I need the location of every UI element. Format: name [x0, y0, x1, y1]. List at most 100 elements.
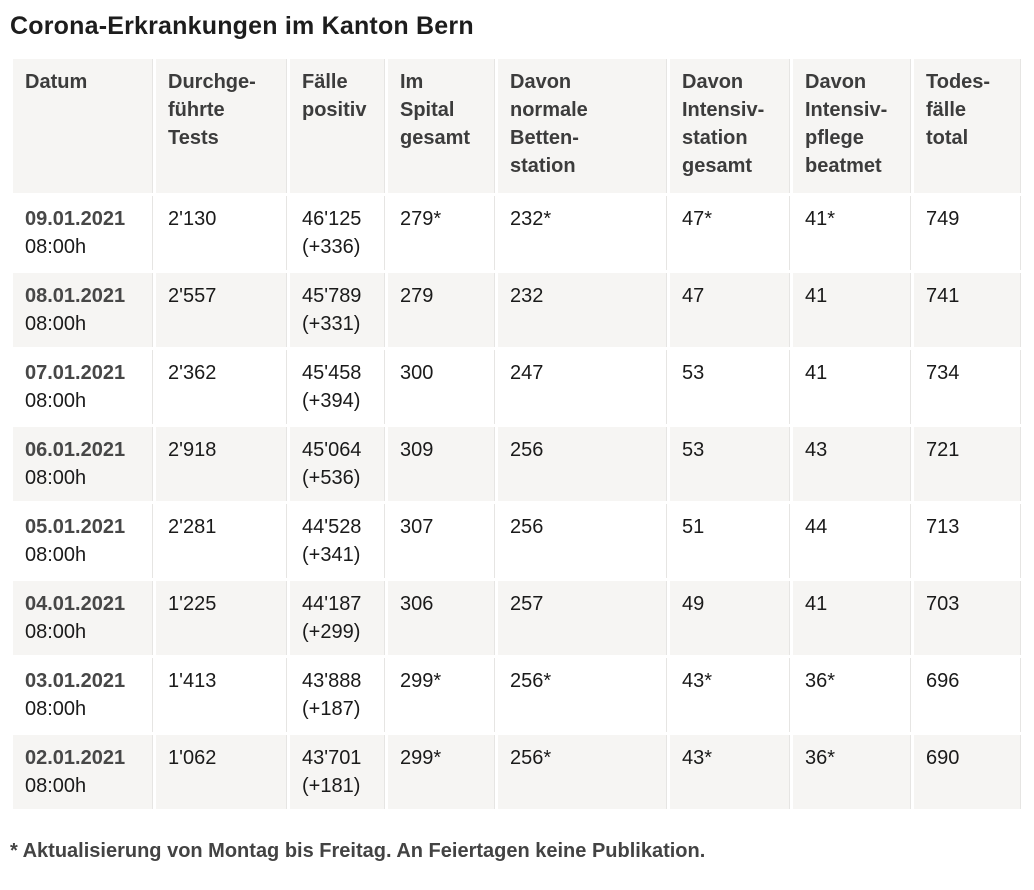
cell-normal-ward: 256* — [498, 658, 667, 732]
cell-normal-ward: 247 — [498, 350, 667, 424]
col-header-tests: Durchge- führte Tests — [156, 59, 287, 193]
cell-cases: 45'789 (+331) — [290, 273, 385, 347]
cell-tests: 2'281 — [156, 504, 287, 578]
col-header-faelle-positiv: Fälle positiv — [290, 59, 385, 193]
cell-icu: 51 — [670, 504, 790, 578]
table-row: 05.01.2021 08:00h 2'281 44'528 (+341) 307… — [13, 504, 1021, 578]
cell-deaths: 721 — [914, 427, 1021, 501]
time-label: 08:00h — [25, 621, 87, 643]
cell-tests: 2'130 — [156, 196, 287, 270]
table-row: 03.01.2021 08:00h 1'413 43'888 (+187) 299… — [13, 658, 1021, 732]
cell-ventilated: 43 — [793, 427, 911, 501]
cell-deaths: 741 — [914, 273, 1021, 347]
cell-ventilated: 41 — [793, 273, 911, 347]
table-row: 02.01.2021 08:00h 1'062 43'701 (+181) 299… — [13, 735, 1021, 809]
cell-deaths: 703 — [914, 581, 1021, 655]
cell-cases: 46'125 (+336) — [290, 196, 385, 270]
page-title: Corona-Erkrankungen im Kanton Bern — [10, 12, 474, 40]
cell-icu: 49 — [670, 581, 790, 655]
cell-icu: 47* — [670, 196, 790, 270]
date-label: 09.01.2021 — [25, 208, 126, 230]
date-label: 06.01.2021 — [25, 439, 126, 461]
cell-icu: 43* — [670, 735, 790, 809]
time-label: 08:00h — [25, 775, 87, 797]
cell-icu: 43* — [670, 658, 790, 732]
date-label: 07.01.2021 — [25, 362, 126, 384]
cell-tests: 2'557 — [156, 273, 287, 347]
cell-datum: 06.01.2021 08:00h — [13, 427, 153, 501]
table-row: 07.01.2021 08:00h 2'362 45'458 (+394) 300… — [13, 350, 1021, 424]
cell-tests: 2'362 — [156, 350, 287, 424]
cell-normal-ward: 232* — [498, 196, 667, 270]
time-label: 08:00h — [25, 544, 87, 566]
cell-tests: 1'062 — [156, 735, 287, 809]
table-row: 06.01.2021 08:00h 2'918 45'064 (+536) 309… — [13, 427, 1021, 501]
table-row: 09.01.2021 08:00h 2'130 46'125 (+336) 279… — [13, 196, 1021, 270]
covid-stats-table: Datum Durchge- führte Tests Fälle positi… — [10, 56, 1024, 812]
cell-ventilated: 36* — [793, 735, 911, 809]
cell-cases: 44'187 (+299) — [290, 581, 385, 655]
cell-hospital: 299* — [388, 735, 495, 809]
cell-datum: 04.01.2021 08:00h — [13, 581, 153, 655]
cell-normal-ward: 256 — [498, 427, 667, 501]
time-label: 08:00h — [25, 467, 87, 489]
col-header-intensivstation: Davon Intensiv- station gesamt — [670, 59, 790, 193]
cell-deaths: 749 — [914, 196, 1021, 270]
cell-icu: 53 — [670, 350, 790, 424]
cell-datum: 07.01.2021 08:00h — [13, 350, 153, 424]
cell-deaths: 713 — [914, 504, 1021, 578]
cell-cases: 44'528 (+341) — [290, 504, 385, 578]
table-row: 04.01.2021 08:00h 1'225 44'187 (+299) 306… — [13, 581, 1021, 655]
date-label: 02.01.2021 — [25, 747, 126, 769]
date-label: 05.01.2021 — [25, 516, 126, 538]
cell-ventilated: 44 — [793, 504, 911, 578]
cell-datum: 05.01.2021 08:00h — [13, 504, 153, 578]
cell-datum: 09.01.2021 08:00h — [13, 196, 153, 270]
cell-hospital: 307 — [388, 504, 495, 578]
cell-ventilated: 41 — [793, 581, 911, 655]
time-label: 08:00h — [25, 313, 87, 335]
date-label: 03.01.2021 — [25, 670, 126, 692]
cell-normal-ward: 232 — [498, 273, 667, 347]
cell-cases: 45'064 (+536) — [290, 427, 385, 501]
cell-icu: 47 — [670, 273, 790, 347]
cell-cases: 43'888 (+187) — [290, 658, 385, 732]
col-header-intensivpflege: Davon Intensiv- pflege beatmet — [793, 59, 911, 193]
time-label: 08:00h — [25, 390, 87, 412]
cell-hospital: 299* — [388, 658, 495, 732]
cell-normal-ward: 257 — [498, 581, 667, 655]
col-header-datum: Datum — [13, 59, 153, 193]
cell-datum: 02.01.2021 08:00h — [13, 735, 153, 809]
cell-normal-ward: 256 — [498, 504, 667, 578]
date-label: 08.01.2021 — [25, 285, 126, 307]
cell-deaths: 690 — [914, 735, 1021, 809]
cell-icu: 53 — [670, 427, 790, 501]
cell-ventilated: 36* — [793, 658, 911, 732]
cell-tests: 2'918 — [156, 427, 287, 501]
cell-datum: 03.01.2021 08:00h — [13, 658, 153, 732]
cell-cases: 45'458 (+394) — [290, 350, 385, 424]
cell-tests: 1'413 — [156, 658, 287, 732]
cell-datum: 08.01.2021 08:00h — [13, 273, 153, 347]
cell-hospital: 309 — [388, 427, 495, 501]
cell-hospital: 279* — [388, 196, 495, 270]
header-row: Datum Durchge- führte Tests Fälle positi… — [13, 59, 1021, 193]
cell-cases: 43'701 (+181) — [290, 735, 385, 809]
cell-deaths: 696 — [914, 658, 1021, 732]
col-header-bettenstation: Davon normale Betten- station — [498, 59, 667, 193]
table-row: 08.01.2021 08:00h 2'557 45'789 (+331) 279… — [13, 273, 1021, 347]
footnote: * Aktualisierung von Montag bis Freitag.… — [10, 840, 706, 862]
cell-deaths: 734 — [914, 350, 1021, 424]
col-header-im-spital: Im Spital gesamt — [388, 59, 495, 193]
date-label: 04.01.2021 — [25, 593, 126, 615]
cell-hospital: 300 — [388, 350, 495, 424]
cell-ventilated: 41 — [793, 350, 911, 424]
cell-tests: 1'225 — [156, 581, 287, 655]
cell-ventilated: 41* — [793, 196, 911, 270]
time-label: 08:00h — [25, 698, 87, 720]
cell-normal-ward: 256* — [498, 735, 667, 809]
col-header-todesfaelle: Todes- fälle total — [914, 59, 1021, 193]
cell-hospital: 306 — [388, 581, 495, 655]
time-label: 08:00h — [25, 236, 87, 258]
